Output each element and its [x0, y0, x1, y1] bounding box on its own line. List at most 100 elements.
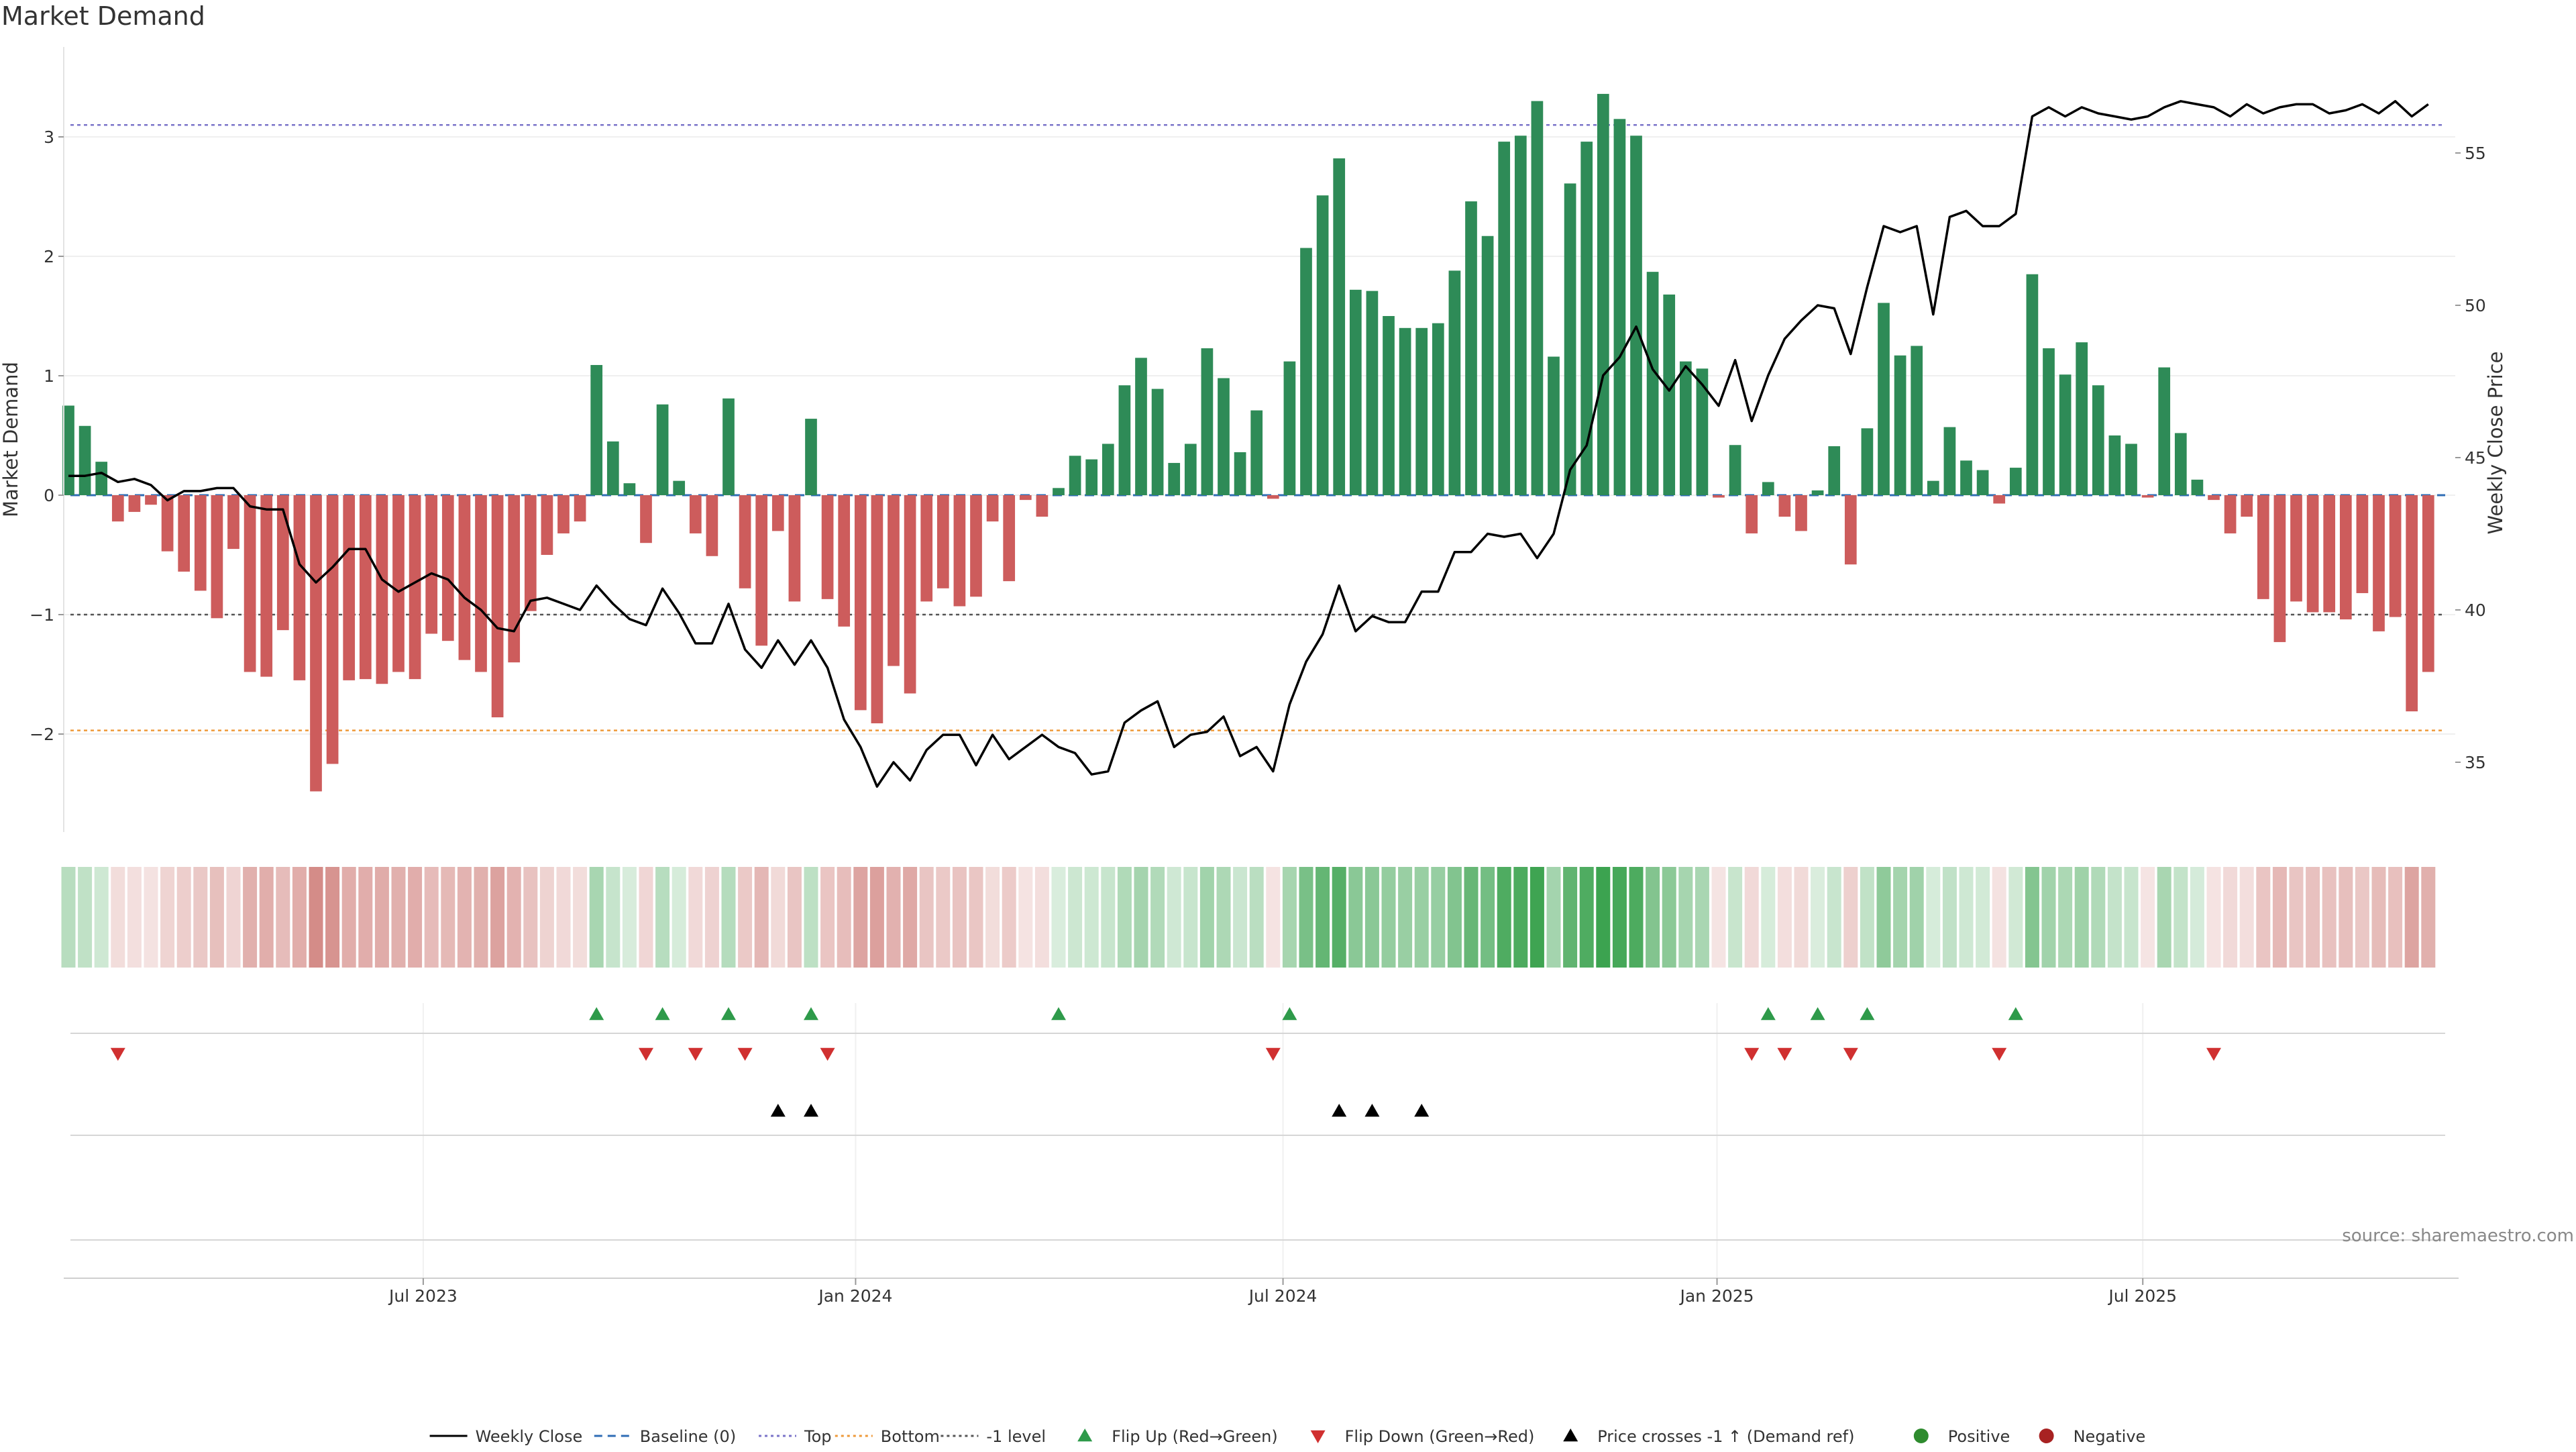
price-cross-marker — [1332, 1104, 1347, 1117]
demand-bar — [1333, 158, 1346, 496]
demand-bar — [557, 495, 570, 533]
demand-bar — [1399, 327, 1411, 495]
demand-bar — [1580, 142, 1593, 495]
heat-cell — [1199, 867, 1214, 968]
x-tick-label: Jul 2023 — [388, 1286, 458, 1306]
demand-bar — [326, 495, 339, 764]
demand-bar — [2306, 495, 2319, 613]
demand-bar — [508, 495, 521, 663]
demand-bar — [1613, 119, 1626, 496]
demand-bar — [194, 495, 207, 591]
demand-bar — [706, 495, 718, 556]
flip-down-marker — [1744, 1047, 1760, 1061]
demand-bar — [2026, 274, 2039, 495]
demand-bar — [953, 495, 966, 607]
legend-item-4: -1 level — [941, 1427, 1046, 1446]
demand-bar — [1349, 289, 1362, 495]
heat-cell — [474, 867, 488, 968]
demand-bar — [1778, 495, 1791, 517]
heat-cell — [1101, 867, 1116, 968]
demand-bar — [689, 495, 702, 533]
heat-cell — [837, 867, 851, 968]
heat-cell — [2025, 867, 2039, 968]
heat-cell — [259, 867, 274, 968]
demand-bar — [343, 495, 356, 680]
demand-bar — [1679, 361, 1692, 495]
legend-label-6: Flip Down (Green→Red) — [1345, 1427, 1535, 1446]
heat-cell — [2388, 867, 2403, 968]
heat-cell — [292, 867, 307, 968]
y-tick-label: 2 — [44, 247, 54, 266]
demand-bar — [1019, 495, 1032, 501]
heat-cell — [1183, 867, 1198, 968]
heat-cell — [127, 867, 142, 968]
heat-cell — [886, 867, 901, 968]
heat-cell — [2256, 867, 2271, 968]
heat-cell — [2371, 867, 2386, 968]
demand-bar — [590, 364, 603, 495]
x-tick-label: Jan 2025 — [1678, 1286, 1754, 1306]
source-label: source: sharemaestro.com — [2342, 1226, 2574, 1246]
demand-bar — [524, 495, 537, 611]
demand-bar — [788, 495, 801, 602]
demand-bar — [425, 495, 438, 634]
heat-cell — [1646, 867, 1660, 968]
flip-down-marker — [110, 1047, 125, 1061]
heat-cell — [424, 867, 439, 968]
demand-bar — [1003, 495, 1016, 582]
demand-bar — [821, 495, 834, 599]
demand-bar — [1135, 358, 1147, 495]
heat-cell — [2339, 867, 2353, 968]
heat-cell — [1529, 867, 1544, 968]
heat-cell — [820, 867, 835, 968]
heat-cell — [111, 867, 125, 968]
x-tick-label: Jul 2024 — [1248, 1286, 1318, 1306]
demand-bar — [640, 495, 652, 543]
heat-cell — [1150, 867, 1165, 968]
demand-bar — [178, 495, 191, 572]
heat-cell — [1546, 867, 1561, 968]
legend-item-3: Bottom — [835, 1427, 940, 1446]
flip-up-marker — [1860, 1007, 1875, 1021]
legend-swatch-5 — [1077, 1429, 1093, 1442]
demand-bar — [1069, 456, 1081, 495]
demand-bar — [111, 495, 124, 522]
legend-label-5: Flip Up (Red→Green) — [1112, 1427, 1278, 1446]
heat-cell — [1678, 867, 1693, 968]
heat-cell — [1414, 867, 1429, 968]
flip-markers-layer — [110, 1007, 2221, 1117]
demand-bar — [145, 495, 157, 505]
demand-bar — [2191, 479, 2204, 495]
demand-bar — [871, 495, 883, 723]
heat-cell — [969, 867, 983, 968]
demand-bar — [1943, 427, 1956, 495]
x-axis-layer: Jul 2023 Jan 2024 Jul 2024 Jan 2025 Jul 2025… — [388, 1226, 2574, 1306]
y2-tick-label: 50 — [2465, 296, 2486, 315]
heat-cell — [2421, 867, 2436, 968]
demand-bar — [1564, 183, 1576, 495]
demand-bar — [656, 404, 669, 495]
demand-bar — [1894, 355, 1907, 495]
heat-cell — [358, 867, 373, 968]
heat-cell — [2289, 867, 2304, 968]
legend-label-4: -1 level — [986, 1427, 1046, 1446]
heat-cell — [771, 867, 786, 968]
demand-bar — [2323, 495, 2336, 613]
demand-bar — [359, 495, 372, 680]
demand-bar — [1531, 101, 1544, 496]
legend-item-2: Top — [759, 1427, 832, 1446]
heat-cell — [2157, 867, 2171, 968]
legend-item-7: Price crosses -1 ↑ (Demand ref) — [1563, 1427, 1854, 1446]
heat-cell — [2239, 867, 2254, 968]
demand-bar — [1696, 368, 1709, 495]
heat-cell — [243, 867, 258, 968]
heat-cell — [1596, 867, 1611, 968]
demand-bar — [541, 495, 553, 555]
demand-bar — [1514, 136, 1527, 496]
heat-cell — [408, 867, 423, 968]
demand-bar — [2373, 495, 2385, 631]
demand-bar — [1993, 495, 2006, 504]
flip-down-marker — [1992, 1047, 2007, 1061]
